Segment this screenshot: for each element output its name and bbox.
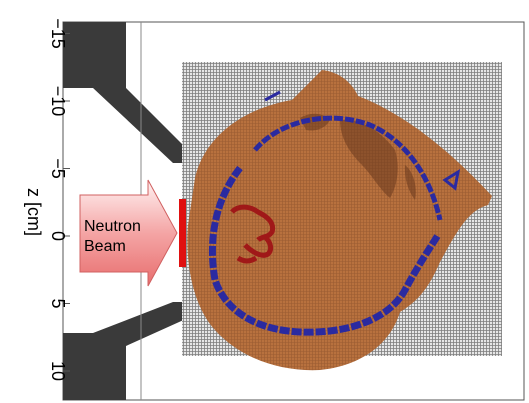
axis-label: z [cm] <box>24 188 44 236</box>
tick-label: −10 <box>48 86 68 117</box>
tick-label: 5 <box>48 298 68 308</box>
skull-ring <box>208 90 461 336</box>
collimator-upper <box>63 22 188 163</box>
brain-detail <box>300 113 416 200</box>
axis-ticks: −15 −10 −5 0 5 10 <box>48 18 70 381</box>
tick-label: 10 <box>48 361 68 381</box>
beam-window <box>179 199 186 267</box>
tick-label: −15 <box>48 18 68 49</box>
tick-label: 0 <box>48 231 68 241</box>
beam-label-line1: Neutron <box>84 218 141 235</box>
beam-arrow <box>79 179 178 287</box>
tick-label: −5 <box>48 158 68 179</box>
collimator-lower <box>63 302 188 400</box>
tumor-region <box>230 204 276 264</box>
head-tissue <box>187 70 492 371</box>
beam-label-line2: Beam <box>84 238 126 255</box>
plot-frame <box>62 21 525 401</box>
